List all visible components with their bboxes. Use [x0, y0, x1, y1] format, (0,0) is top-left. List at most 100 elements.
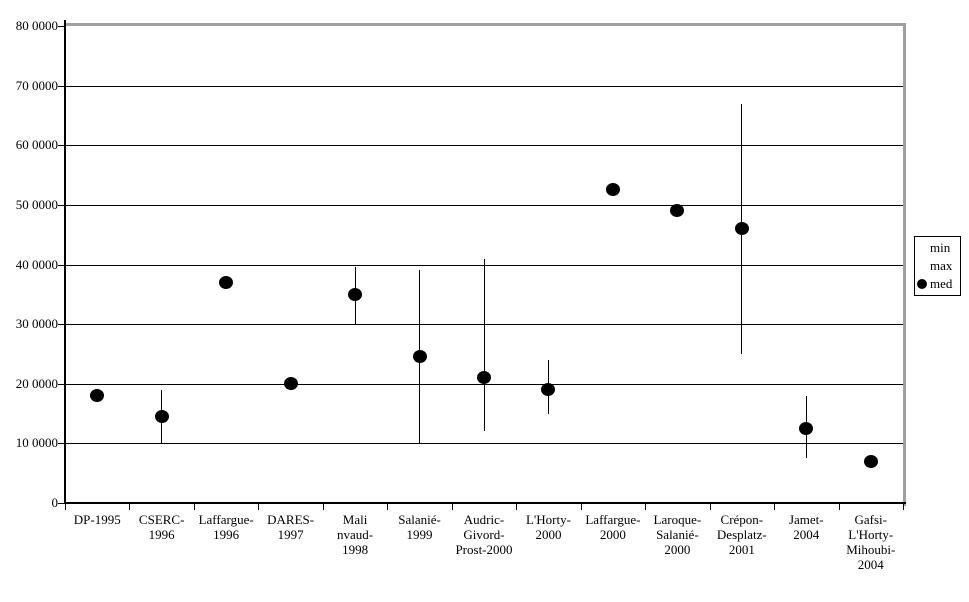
x-category-label-line: DP-1995	[73, 512, 121, 527]
x-tick-1	[129, 503, 131, 510]
x-category-label-line: 2004	[857, 557, 884, 572]
y-tick-600000	[58, 145, 64, 147]
x-category-label-line: 1999	[406, 527, 433, 542]
y-tick-0	[58, 503, 64, 504]
y-tick-label-200000: 20 0000	[15, 375, 58, 391]
x-category-label-1: CSERC- 1996	[125, 512, 197, 542]
x-tick-11	[774, 503, 776, 510]
y-tick-400000	[58, 264, 64, 266]
x-category-label-line: 2000	[599, 527, 626, 542]
x-category-label-8: Laffargue- 2000	[577, 512, 649, 542]
y-tick-800000	[58, 26, 64, 27]
y-tick-label-100000: 10 0000	[15, 435, 58, 451]
x-category-label-line: 1996	[213, 527, 240, 542]
x-category-label-line: Salanié-	[656, 527, 699, 542]
x-tick-2	[193, 503, 195, 510]
x-category-label-line: 2000	[664, 542, 691, 557]
x-category-label-line: Crépon-	[720, 512, 764, 527]
y-tick-500000	[58, 204, 64, 206]
x-category-label-line: 1998	[342, 542, 369, 557]
gridline-200000	[66, 383, 903, 385]
med-circle-icon	[917, 279, 927, 289]
y-tick-100000	[58, 443, 64, 445]
x-tick-9	[645, 503, 647, 510]
x-category-label-line: nvaud-	[337, 527, 374, 542]
x-tick-10	[709, 503, 711, 510]
y-tick-label-0: 0	[51, 495, 59, 510]
x-category-label-line: Audric-	[463, 512, 505, 527]
x-tick-6	[451, 503, 453, 510]
legend: min max med	[914, 236, 961, 296]
x-tick-12	[838, 503, 840, 510]
y-tick-label-800000: 80 0000	[15, 18, 58, 33]
med-point-4	[348, 287, 363, 301]
med-point-0	[90, 389, 105, 403]
y-tick-label-500000: 50 0000	[15, 196, 58, 212]
legend-label-min: min	[930, 240, 951, 255]
x-tick-4	[322, 503, 324, 510]
x-category-label-7: L'Horty- 2000	[512, 512, 584, 542]
y-tick-label-700000: 70 0000	[15, 77, 58, 93]
med-marker-cell	[917, 279, 930, 289]
med-point-10	[734, 222, 749, 236]
y-tick-label-400000: 40 0000	[15, 256, 58, 272]
y-tick-700000	[58, 85, 64, 87]
x-category-label-line: Jamet-	[788, 512, 824, 527]
x-axis-line	[64, 502, 906, 504]
gridline-500000	[66, 204, 903, 206]
x-tick-8	[580, 503, 582, 510]
range-bar-6	[483, 258, 485, 432]
legend-label-max: max	[930, 258, 953, 273]
legend-entry-med: med	[917, 275, 958, 293]
legend-entry-max: max	[917, 257, 958, 275]
y-tick-300000	[58, 324, 64, 326]
gridline-100000	[66, 443, 903, 445]
x-category-label-line: L'Horty-	[525, 512, 571, 527]
y-tick-label-600000: 60 0000	[15, 137, 58, 153]
med-point-6	[477, 371, 491, 385]
x-category-label-line: Laffargue-	[585, 512, 641, 527]
x-category-label-line: L'Horty-	[848, 527, 894, 542]
x-category-label-line: 2000	[535, 527, 562, 542]
med-point-7	[541, 383, 556, 397]
x-category-label-9: Laroque- Salanié- 2000	[641, 512, 713, 557]
x-category-label-line: Laffargue-	[198, 512, 254, 527]
x-category-label-line: 2001	[728, 542, 755, 557]
x-category-label-line: Desplatz-	[716, 527, 767, 542]
gridline-400000	[66, 264, 903, 266]
med-point-5	[412, 350, 427, 364]
x-category-label-12: Gafsi- L'Horty- Mihoubi- 2004	[835, 512, 907, 572]
legend-label-med: med	[930, 276, 953, 291]
x-category-label-line: Mihoubi-	[846, 542, 896, 557]
gridline-700000	[66, 85, 903, 87]
x-category-label-line: DARES-	[267, 512, 315, 527]
x-tick-13	[903, 503, 904, 510]
x-category-label-line: 1996	[148, 527, 175, 542]
x-category-label-line: Prost-2000	[455, 542, 513, 557]
x-category-label-3: DARES- 1997	[254, 512, 326, 542]
x-category-label-line: Salanié-	[398, 512, 441, 527]
x-category-label-line: CSERC-	[138, 512, 185, 527]
y-tick-200000	[58, 383, 64, 385]
x-category-label-line: Mali	[342, 512, 368, 527]
x-tick-5	[387, 503, 389, 510]
x-category-label-11: Jamet- 2004	[770, 512, 842, 542]
y-axis-line	[64, 20, 66, 504]
med-point-9	[670, 204, 685, 218]
x-category-label-6: Audric- Givord- Prost-2000	[448, 512, 520, 557]
x-category-label-line: 1997	[277, 527, 304, 542]
x-category-label-5: Salanié- 1999	[383, 512, 455, 542]
med-point-2	[219, 275, 234, 289]
x-category-label-0: DP-1995	[61, 512, 133, 527]
x-category-label-2: Laffargue- 1996	[190, 512, 262, 542]
gridline-600000	[66, 145, 903, 147]
med-point-3	[283, 377, 298, 391]
med-point-8	[605, 183, 620, 197]
x-category-label-4: Mali nvaud- 1998	[319, 512, 391, 557]
x-category-label-10: Crépon- Desplatz- 2001	[706, 512, 778, 557]
y-tick-label-300000: 30 0000	[15, 316, 58, 332]
x-tick-3	[258, 503, 260, 510]
x-tick-0	[65, 503, 66, 510]
med-point-11	[799, 421, 814, 435]
